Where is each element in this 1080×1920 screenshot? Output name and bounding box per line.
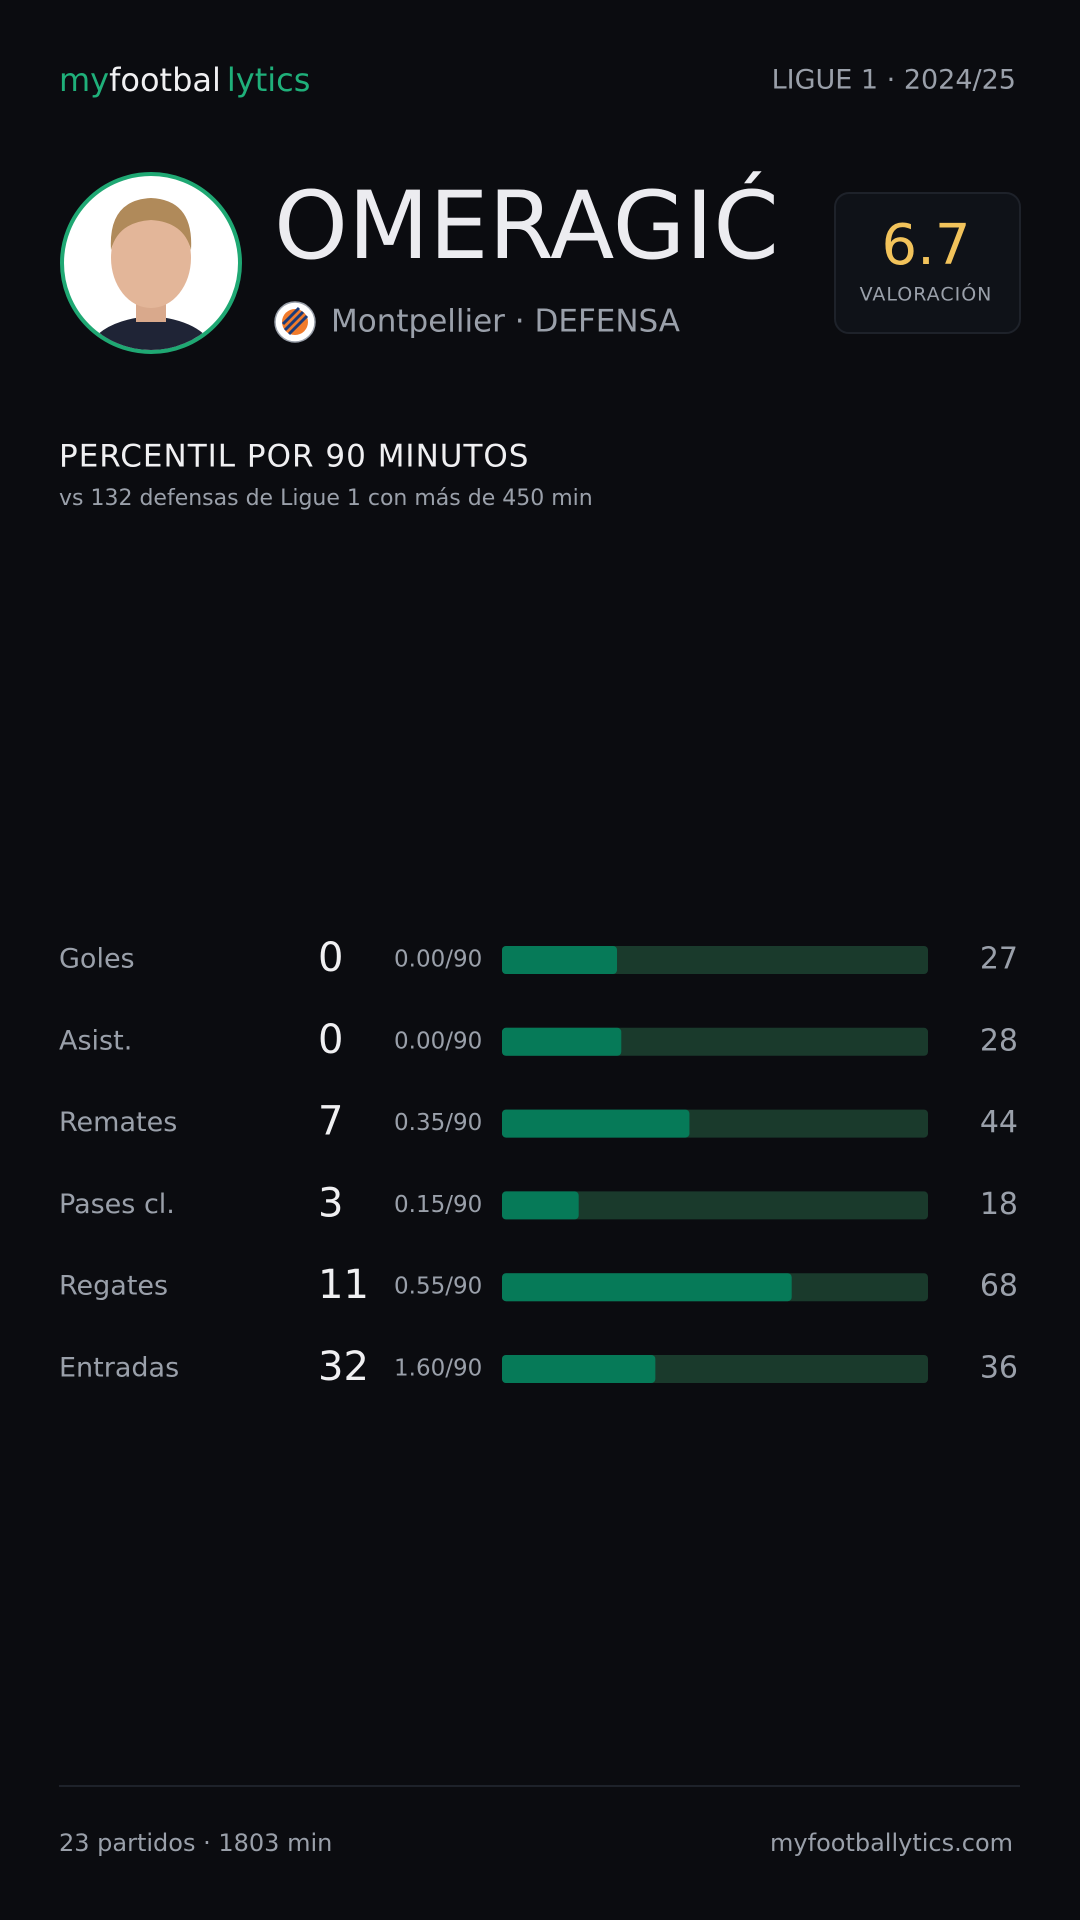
stat-total: 11 <box>318 1262 369 1308</box>
rating-box <box>834 192 1021 334</box>
brand-part: footbal <box>109 61 221 99</box>
stat-per90: 0.00/90 <box>394 1028 482 1054</box>
stat-total: 7 <box>318 1099 343 1145</box>
rating-label: VALORACIÓN <box>860 282 993 306</box>
bar <box>502 1191 579 1220</box>
bar <box>502 1109 690 1138</box>
stat-label: Regates <box>59 1271 168 1302</box>
stat-percentile: 68 <box>980 1269 1018 1304</box>
section-subtitle: vs 132 defensas de Ligue 1 con más de 45… <box>59 486 593 511</box>
stat-label: Pases cl. <box>59 1189 175 1220</box>
bar <box>502 1273 792 1302</box>
stat-per90: 0.00/90 <box>394 947 482 973</box>
brand: myfootbal lytics <box>59 61 310 99</box>
stat-per90: 1.60/90 <box>394 1356 482 1382</box>
stat-label: Asist. <box>59 1025 132 1056</box>
player-subtitle: Montpellier · DEFENSA <box>331 304 680 340</box>
stat-percentile: 28 <box>980 1023 1018 1058</box>
stat-per90: 0.55/90 <box>394 1274 482 1300</box>
bar-track <box>502 1191 928 1220</box>
rating-value: 6.7 <box>881 213 970 278</box>
bar <box>502 1355 656 1383</box>
stat-per90: 0.15/90 <box>394 1192 482 1218</box>
stat-label: Entradas <box>59 1353 179 1384</box>
stat-rows: Goles 0 0.00/90 27 Asist. 0 0.00/90 28 Remates 7 0… <box>59 935 1018 1390</box>
stat-percentile: 36 <box>980 1351 1018 1386</box>
bar <box>502 946 618 974</box>
brand-part: my <box>59 61 109 99</box>
footer-summary: 23 partidos · 1803 min <box>59 1829 332 1857</box>
club-badge <box>274 301 316 343</box>
bar <box>502 1027 622 1056</box>
player-name: OMERAGIĆ <box>274 170 779 281</box>
stat-label: Remates <box>59 1107 177 1138</box>
brand-part: lytics <box>227 61 311 99</box>
stat-total: 0 <box>318 1017 343 1063</box>
stat-percentile: 27 <box>980 942 1018 977</box>
stat-per90: 0.35/90 <box>394 1110 482 1136</box>
stat-total: 3 <box>318 1180 343 1226</box>
stat-total: 32 <box>318 1344 369 1390</box>
section-title: PERCENTIL POR 90 MINUTOS <box>59 439 529 475</box>
stat-percentile: 44 <box>980 1105 1018 1140</box>
stat-label: Goles <box>59 944 135 975</box>
stat-percentile: 18 <box>980 1187 1018 1222</box>
player-photo <box>60 172 242 354</box>
footer-site: myfootballytics.com <box>770 1829 1013 1857</box>
competition: LIGUE 1 · 2024/25 <box>772 65 1016 96</box>
stat-total: 0 <box>318 935 343 981</box>
